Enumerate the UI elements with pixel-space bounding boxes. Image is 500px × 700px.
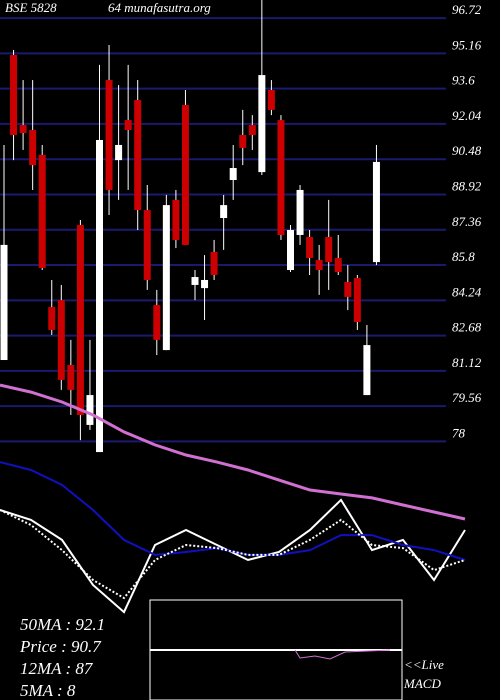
- legend-entry: 50MA : 92.1: [20, 615, 105, 634]
- candle-body: [134, 99, 142, 211]
- candle-body: [162, 205, 170, 351]
- candle-body: [124, 120, 132, 131]
- legend-entry: 12MA : 87: [20, 659, 94, 678]
- ma-line: [0, 461, 466, 561]
- ma-line: [0, 383, 466, 521]
- candle-body: [363, 345, 371, 396]
- annotation: <<Live: [404, 657, 444, 672]
- y-tick-label: 93.6: [452, 73, 475, 88]
- chart-title: BSE 5828: [5, 0, 57, 15]
- y-tick-label: 84.24: [452, 284, 482, 299]
- candle-body: [105, 80, 113, 190]
- y-tick-label: 78: [452, 425, 466, 440]
- candle-body: [96, 139, 103, 453]
- candle-body: [258, 75, 266, 173]
- candle-body: [191, 277, 199, 285]
- candle-body: [115, 144, 123, 161]
- candle-body: [277, 120, 285, 235]
- candle-body: [10, 54, 18, 136]
- candle-body: [315, 260, 323, 271]
- y-tick-label: 81.12: [452, 355, 482, 370]
- legend-entry: Price : 90.7: [19, 637, 102, 656]
- candle-body: [220, 205, 228, 219]
- candle-body: [287, 229, 294, 271]
- ma-line: [0, 509, 466, 600]
- y-tick-label: 92.04: [452, 108, 482, 123]
- candle-body: [353, 277, 361, 323]
- annotation: MACD: [403, 676, 441, 691]
- candle-body: [372, 161, 380, 263]
- candle-body: [325, 236, 333, 263]
- candle-body: [67, 364, 75, 390]
- candle-body: [296, 189, 304, 235]
- candle-body: [239, 135, 247, 148]
- candle-body: [334, 258, 342, 273]
- candle-body: [0, 244, 8, 361]
- candle-body: [210, 251, 218, 275]
- candle-body: [19, 125, 27, 133]
- legend-entry: 5MA : 8: [20, 681, 76, 700]
- candle-body: [57, 300, 65, 380]
- candle-body: [86, 395, 94, 425]
- y-tick-label: 88.92: [452, 178, 482, 193]
- candle-body: [76, 225, 84, 415]
- y-tick-label: 90.48: [452, 143, 482, 158]
- y-tick-label: 87.36: [452, 214, 482, 229]
- chart-subtitle: 64 munafasutra.org: [108, 0, 211, 15]
- candle-body: [181, 104, 189, 245]
- y-tick-label: 85.8: [452, 249, 475, 264]
- candle-body: [153, 305, 161, 340]
- candle-body: [172, 199, 180, 240]
- candle-body: [143, 210, 151, 280]
- macd-signal: [294, 649, 391, 660]
- candle-body: [201, 279, 209, 289]
- candle-body: [344, 282, 352, 297]
- candle-body: [306, 236, 314, 259]
- candle-body: [229, 168, 237, 181]
- candle-body: [29, 130, 37, 166]
- y-tick-label: 79.56: [452, 390, 482, 405]
- candle-body: [267, 90, 275, 110]
- candle-body: [248, 125, 256, 136]
- candle-body: [48, 307, 56, 330]
- y-tick-label: 95.16: [452, 37, 482, 52]
- y-tick-label: 96.72: [452, 2, 482, 17]
- y-tick-label: 82.68: [452, 320, 482, 335]
- candle-body: [38, 154, 46, 268]
